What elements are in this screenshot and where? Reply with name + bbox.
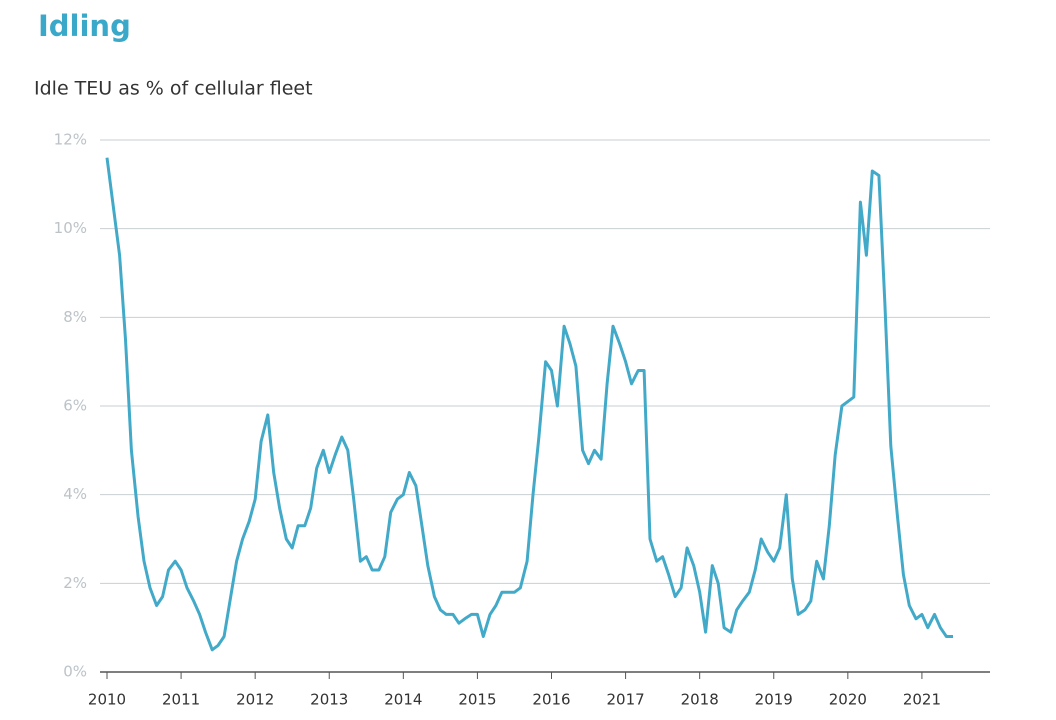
x-tick-label: 2020: [829, 691, 867, 709]
y-tick-label: 10%: [54, 219, 87, 237]
x-tick-label: 2016: [532, 691, 570, 709]
y-tick-label: 2%: [63, 574, 87, 592]
x-tick-label: 2019: [755, 691, 793, 709]
y-tick-label: 12%: [54, 131, 87, 149]
y-tick-label: 4%: [63, 485, 87, 503]
x-tick-label: 2014: [384, 691, 422, 709]
y-tick-label: 6%: [63, 397, 87, 415]
chart-title: Idling: [38, 9, 131, 43]
x-tick-label: 2017: [606, 691, 644, 709]
x-tick-label: 2011: [162, 691, 200, 709]
y-tick-label: 8%: [63, 308, 87, 326]
y-tick-label: 0%: [63, 663, 87, 681]
chart-subtitle: Idle TEU as % of cellular fleet: [34, 78, 313, 100]
x-tick-label: 2010: [88, 691, 126, 709]
x-tick-label: 2015: [458, 691, 496, 709]
x-tick-label: 2018: [681, 691, 719, 709]
x-tick-label: 2012: [236, 691, 274, 709]
x-tick-label: 2021: [903, 691, 941, 709]
x-tick-label: 2013: [310, 691, 348, 709]
data-line: [105, 157, 953, 652]
